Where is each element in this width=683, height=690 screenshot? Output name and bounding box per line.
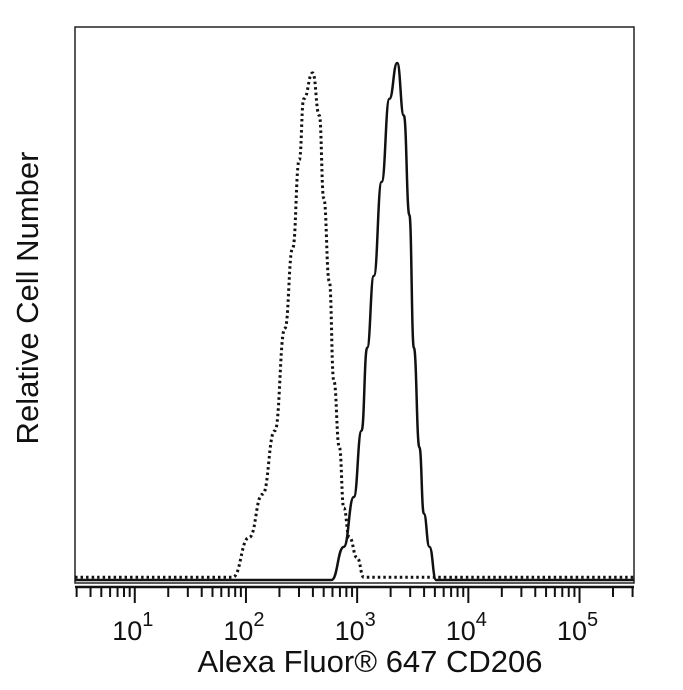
tick-exponent: 3 xyxy=(365,609,376,631)
tick-exponent: 2 xyxy=(253,609,264,631)
x-axis-tick-labels: 101 102 103 104 105 xyxy=(112,609,598,646)
tick-base: 10 xyxy=(112,616,142,646)
x-tick-label: 103 xyxy=(335,609,376,646)
series-group xyxy=(74,61,634,582)
plot-frame xyxy=(74,26,635,584)
tick-exponent: 4 xyxy=(476,609,487,631)
tick-base: 10 xyxy=(446,616,476,646)
tick-base: 10 xyxy=(557,616,587,646)
y-axis-label: Relative Cell Number xyxy=(10,152,45,445)
x-tick-label: 104 xyxy=(446,609,487,646)
x-tick-label: 102 xyxy=(223,609,264,646)
x-tick-label: 105 xyxy=(557,609,598,646)
tick-exponent: 5 xyxy=(587,609,598,631)
tick-base: 10 xyxy=(223,616,253,646)
tick-exponent: 1 xyxy=(142,609,153,631)
x-tick-label: 101 xyxy=(112,609,153,646)
isotype-control-histogram xyxy=(74,71,634,579)
tick-base: 10 xyxy=(335,616,365,646)
x-axis-label: Alexa Fluor® 647 CD206 xyxy=(197,644,542,679)
stained-histogram xyxy=(75,61,634,582)
x-axis-ticks xyxy=(75,585,634,603)
